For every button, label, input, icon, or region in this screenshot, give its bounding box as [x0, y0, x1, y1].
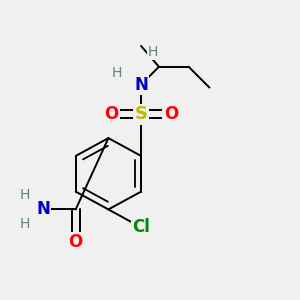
Text: H: H	[148, 45, 158, 59]
Text: O: O	[104, 105, 118, 123]
Text: S: S	[135, 105, 148, 123]
Text: O: O	[164, 105, 178, 123]
Text: H: H	[112, 66, 122, 80]
Text: N: N	[36, 200, 50, 218]
Text: H: H	[20, 217, 30, 231]
Text: N: N	[134, 76, 148, 94]
Text: Cl: Cl	[132, 218, 150, 236]
Text: O: O	[69, 233, 83, 251]
Text: H: H	[20, 188, 30, 202]
